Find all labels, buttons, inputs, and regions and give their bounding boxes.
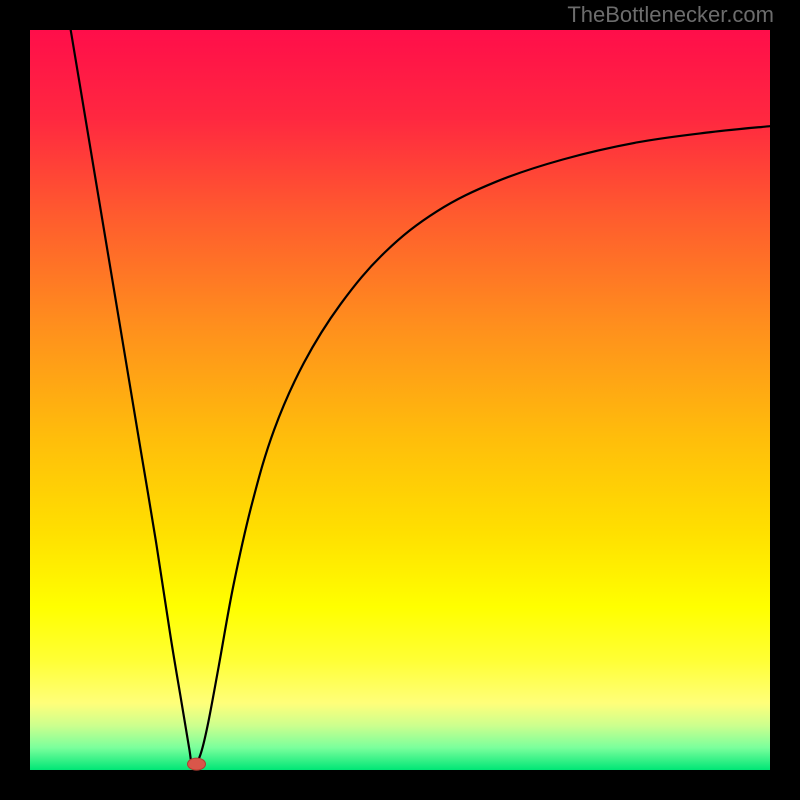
chart-container: TheBottlenecker.com	[0, 0, 800, 800]
bottleneck-chart	[0, 0, 800, 800]
optimum-marker	[188, 758, 206, 770]
plot-background	[30, 30, 770, 770]
